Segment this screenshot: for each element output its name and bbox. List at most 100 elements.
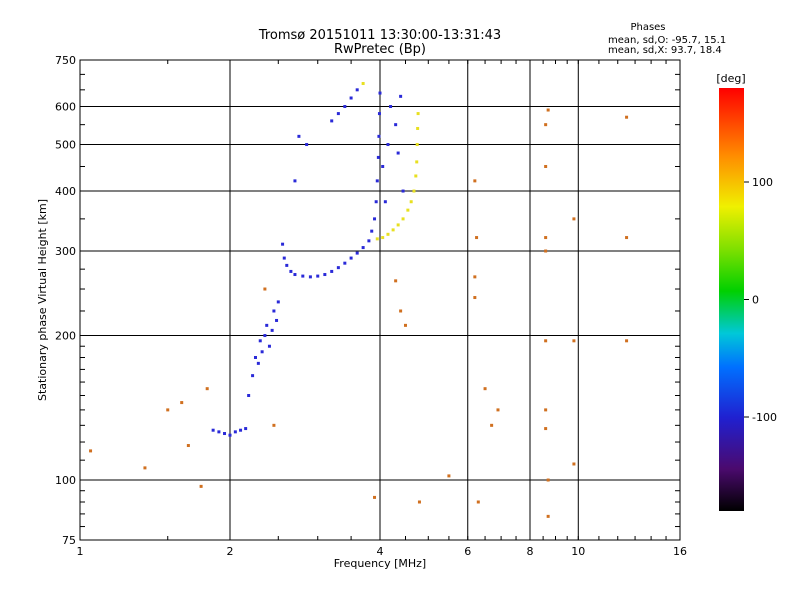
data-point: [483, 387, 487, 391]
data-point: [396, 223, 400, 227]
data-point: [308, 275, 312, 279]
y-tick-label: 500: [55, 139, 76, 152]
data-point: [343, 261, 347, 265]
data-point: [572, 462, 576, 466]
grid-layer: [80, 60, 680, 540]
data-point: [377, 134, 381, 138]
data-point: [355, 251, 359, 255]
data-point: [386, 143, 390, 147]
data-point: [180, 401, 184, 405]
data-point: [401, 189, 405, 193]
data-point: [251, 374, 255, 378]
data-point: [383, 200, 387, 204]
data-point: [381, 164, 385, 168]
data-point: [416, 126, 420, 130]
data-point: [473, 179, 477, 183]
data-point: [263, 287, 267, 291]
colorbar-tick-label: 100: [752, 176, 773, 189]
data-point: [373, 217, 377, 221]
data-point: [263, 334, 267, 338]
data-point: [293, 273, 297, 277]
data-point: [272, 423, 276, 427]
data-point: [373, 495, 377, 499]
y-tick-label: 75: [62, 534, 76, 547]
data-point: [267, 344, 271, 348]
data-point: [265, 323, 269, 327]
data-point: [282, 256, 286, 260]
data-point: [349, 256, 353, 260]
colorbar: [719, 88, 744, 511]
y-tick-label: 200: [55, 330, 76, 343]
data-point: [367, 239, 371, 243]
data-point: [381, 236, 385, 240]
data-point: [143, 466, 147, 470]
data-point: [376, 155, 380, 159]
y-tick-label: 300: [55, 245, 76, 258]
stats-line-x: mean, sd,X: 93.7, 18.4: [608, 45, 722, 56]
data-point: [544, 408, 548, 412]
data-point: [244, 427, 248, 431]
x-tick-label: 4: [377, 545, 384, 558]
data-point: [389, 105, 393, 109]
x-tick-label: 6: [464, 545, 471, 558]
x-axis-label: Frequency [MHz]: [334, 557, 426, 570]
y-axis-label: Stationary phase Virtual Height [km]: [36, 199, 49, 401]
data-point: [289, 269, 293, 273]
data-point: [415, 143, 419, 147]
data-point: [374, 200, 378, 204]
data-point: [625, 236, 629, 240]
data-point: [166, 408, 170, 412]
data-point: [496, 408, 500, 412]
stats-line-o: mean, sd,O: -95.7, 15.1: [608, 35, 726, 46]
plot-frame: [79, 59, 681, 541]
data-point: [186, 444, 190, 448]
data-point: [323, 273, 327, 277]
data-point: [416, 112, 420, 116]
colorbar-tick-label: 0: [752, 294, 759, 307]
data-point: [391, 228, 395, 232]
stats-title: Phases: [630, 22, 665, 33]
data-point: [399, 309, 403, 313]
data-point: [572, 339, 576, 343]
data-point: [375, 179, 379, 183]
data-point: [394, 123, 398, 127]
data-point: [330, 269, 334, 273]
data-point: [370, 229, 374, 233]
data-point: [285, 263, 289, 267]
data-point: [625, 115, 629, 119]
data-point: [343, 105, 347, 109]
data-point: [414, 174, 418, 178]
data-point: [199, 484, 203, 488]
data-point: [258, 339, 262, 343]
x-tick-label: 1: [77, 545, 84, 558]
data-point: [355, 88, 359, 92]
data-point: [415, 160, 419, 164]
data-point: [625, 339, 629, 343]
data-point: [546, 108, 550, 112]
data-point: [544, 123, 548, 127]
data-point: [281, 242, 285, 246]
data-point: [490, 423, 494, 427]
data-point: [403, 323, 407, 327]
data-point: [293, 179, 297, 183]
data-point: [205, 387, 209, 391]
y-tick-label: 600: [55, 101, 76, 114]
data-point: [211, 428, 215, 432]
y-tick-label: 400: [55, 185, 76, 198]
data-point: [272, 309, 276, 313]
data-point: [270, 328, 274, 332]
data-point: [260, 350, 264, 354]
data-point: [412, 189, 416, 193]
data-points: [89, 82, 629, 518]
data-point: [546, 478, 550, 482]
x-tick-label: 16: [673, 545, 687, 558]
data-point: [361, 246, 365, 250]
data-point: [399, 94, 403, 98]
data-point: [406, 208, 410, 212]
data-point: [544, 236, 548, 240]
data-point: [247, 394, 251, 398]
data-point: [544, 164, 548, 168]
data-point: [475, 236, 479, 240]
data-point: [401, 217, 405, 221]
axis-ticks: 1 2 4 6 8 10 16 75 100 200 300 400 500 600 750: [55, 54, 687, 558]
